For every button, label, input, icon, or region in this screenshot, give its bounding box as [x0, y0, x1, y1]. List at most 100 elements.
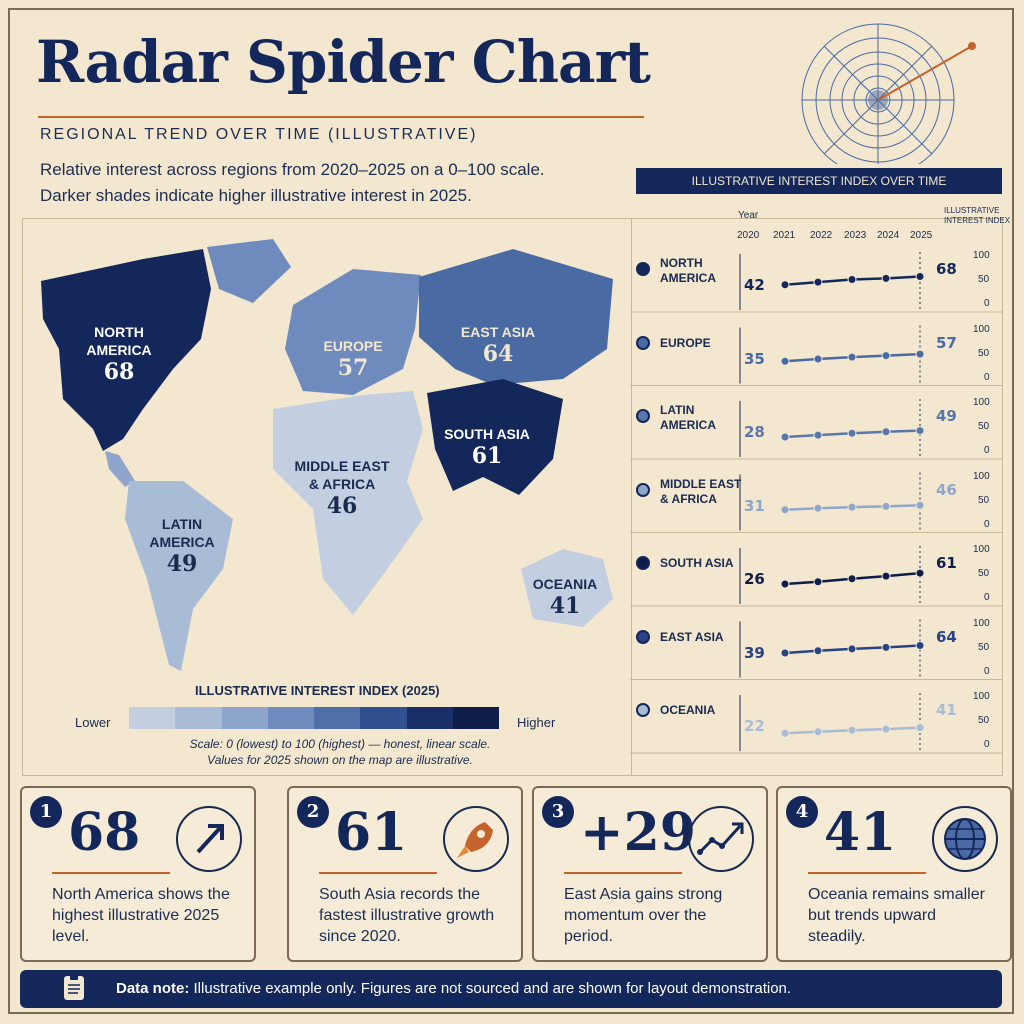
series-label-line: EUROPE: [660, 335, 711, 350]
series-start-value: 28: [744, 423, 765, 441]
card-value: +29: [580, 802, 696, 863]
card-text: North America shows the highest illustra…: [52, 886, 230, 945]
series-label-line: AMERICA: [660, 418, 716, 432]
legend-higher-label: Higher: [517, 715, 556, 730]
map-label-north-america: NORTH AMERICA 68: [86, 324, 152, 385]
region-greenland: [207, 239, 291, 303]
card-number-badge: 3: [542, 796, 574, 828]
index-axis-label-2: INTEREST INDEX: [944, 216, 1011, 225]
trend-line-icon: [688, 806, 754, 872]
region-latin-america: [125, 481, 233, 671]
series-start-value: 39: [744, 643, 765, 662]
y-tick-label: 0: [984, 298, 990, 309]
series-label-line: SOUTH ASIA: [660, 556, 734, 570]
world-map: [41, 239, 613, 671]
series-label-line: NORTH: [660, 256, 703, 270]
series-end-value: 64: [936, 627, 957, 646]
clipboard-icon: [64, 975, 84, 1000]
map-label-oceania: OCEANIA 41: [532, 576, 598, 619]
y-tick-label: 0: [984, 739, 990, 750]
stat-card-2: 2 61 South Asia records the fastest illu…: [287, 786, 523, 962]
radar-decoration-icon: [801, 23, 976, 164]
arrow-up-right-icon: [176, 806, 242, 872]
y-tick-label: 50: [978, 421, 990, 432]
series-start-value: 22: [744, 717, 765, 735]
series-start-value: 35: [744, 349, 765, 368]
trend-banner: ILLUSTRATIVE INTEREST INDEX OVER TIME: [636, 168, 1002, 194]
y-tick-label: 100: [973, 470, 990, 482]
card-number-badge: 2: [297, 796, 329, 828]
year-tick-label: 2020: [737, 230, 760, 241]
y-tick-label: 50: [978, 568, 990, 579]
map-legend-title: ILLUSTRATIVE INTEREST INDEX (2025): [195, 683, 440, 698]
map-panel: NORTH AMERICA 68 EUROPE 57 EAST ASIA 64 S…: [22, 218, 632, 776]
series-marker: [636, 629, 650, 644]
y-tick-label: 0: [984, 518, 990, 530]
series-label-line: OCEANIA: [660, 703, 716, 717]
rocket-icon: [443, 806, 509, 872]
map-label-latin-america: LATIN AMERICA 49: [149, 516, 215, 577]
series-marker: [636, 703, 650, 717]
card-text: East Asia gains strong momentum over the…: [564, 886, 723, 945]
scale-note-2: Values for 2025 shown on the map are ill…: [207, 753, 473, 767]
y-tick-label: 50: [978, 494, 990, 506]
legend-lower-label: Lower: [75, 715, 111, 730]
series-marker: [636, 482, 650, 497]
region-middle-east-africa: [273, 391, 423, 615]
series-start-value: 31: [744, 496, 765, 515]
y-tick-label: 50: [978, 274, 990, 285]
page-frame: [8, 8, 1014, 1014]
map-label-middle-east-africa: MIDDLE EAST & AFRICA 46: [294, 458, 390, 519]
y-tick-label: 50: [978, 347, 990, 359]
title-rule: [38, 116, 644, 118]
series-marker: [636, 556, 650, 570]
card-value: 41: [824, 802, 897, 863]
y-tick-label: 100: [973, 544, 990, 555]
series-label-line: EAST ASIA: [660, 629, 724, 644]
year-tick-label: 2021: [773, 230, 796, 241]
series-end-value: 61: [936, 554, 957, 572]
y-tick-label: 0: [984, 592, 990, 603]
series-label: OCEANIA: [660, 703, 715, 718]
legend-color-bar: [129, 707, 499, 729]
description-line-2: Darker shades indicate higher illustrati…: [40, 186, 472, 205]
card-text: South Asia records the fastest illustrat…: [319, 886, 495, 945]
year-tick-label: 2024: [877, 230, 900, 241]
footer-text: Illustrative example only. Figures are n…: [193, 980, 792, 997]
y-tick-label: 100: [973, 617, 990, 629]
y-tick-label: 50: [978, 715, 990, 726]
y-tick-label: 0: [984, 665, 990, 677]
year-tick-label: 2023: [844, 230, 867, 241]
stat-card-3: 3 +29 East Asia gains strong momentum ov…: [532, 786, 768, 962]
description-line-1: Relative interest across regions from 20…: [40, 160, 545, 179]
map-label-south-asia: SOUTH ASIA 61: [444, 426, 530, 469]
region-north-america: [41, 249, 211, 451]
region-central-america: [105, 451, 135, 487]
data-note-footer: Data note: Illustrative example only. Fi…: [20, 970, 1002, 1008]
page-title: Radar Spider Chart: [36, 28, 651, 96]
card-value: 68: [68, 802, 141, 863]
series-start-value: 42: [744, 276, 765, 294]
series-label-line: MIDDLE EAST: [660, 476, 742, 491]
series-label-line: LATIN: [660, 403, 695, 417]
card-rule: [564, 872, 682, 874]
card-rule: [52, 872, 170, 874]
series-end-value: 46: [936, 480, 957, 499]
legend-swatch: [406, 707, 453, 729]
footer-label: Data note:: [116, 980, 190, 997]
series-marker: [636, 409, 650, 423]
card-number-badge: 1: [30, 796, 62, 828]
year-tick-label: 2025: [910, 230, 933, 241]
card-number-badge: 4: [786, 796, 818, 828]
year-axis-label: Year: [738, 210, 759, 221]
legend-swatch: [360, 707, 407, 729]
series-label: SOUTH ASIA: [660, 556, 734, 571]
y-tick-label: 100: [973, 397, 990, 408]
series-label: EAST ASIA: [660, 630, 724, 645]
legend-swatch: [314, 707, 361, 729]
series-end-value: 41: [936, 701, 957, 719]
series-label-line: & AFRICA: [660, 491, 717, 506]
page-subtitle: REGIONAL TREND OVER TIME (ILLUSTRATIVE): [40, 126, 478, 143]
series-label: LATIN AMERICA: [660, 403, 716, 433]
legend-swatch: [129, 707, 176, 729]
